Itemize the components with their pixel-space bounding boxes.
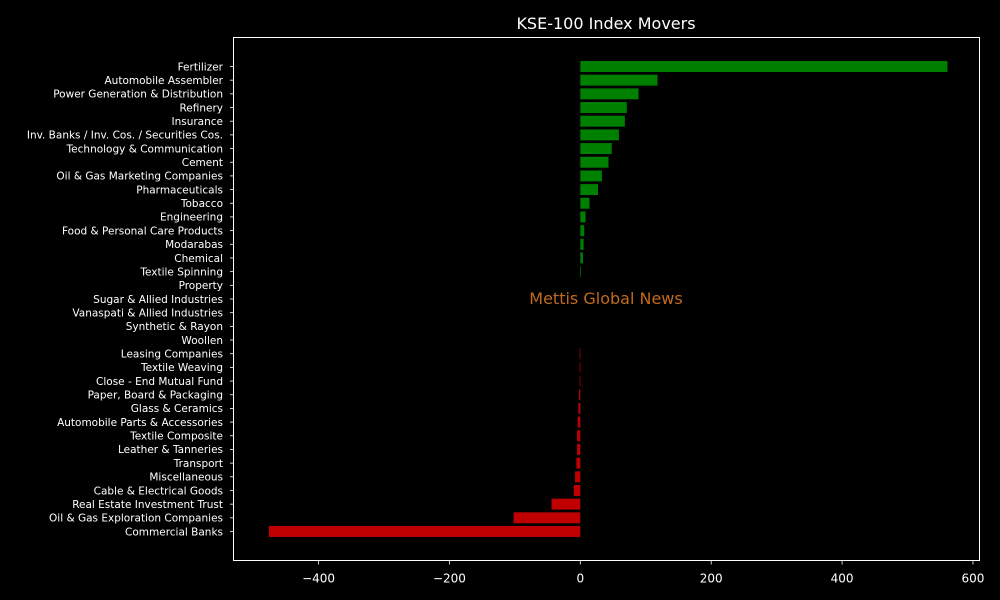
bar [580,184,598,196]
category-label: Vanaspati & Allied Industries [72,307,223,319]
category-label: Woollen [181,335,223,347]
category-label: Inv. Banks / Inv. Cos. / Securities Cos. [27,130,223,142]
bar [577,430,581,442]
bar [580,88,639,100]
category-label: Transport [173,458,223,470]
bar [580,170,602,182]
category-label: Chemical [174,253,223,265]
bar [580,225,585,237]
bar [580,129,619,141]
category-label: Leather & Tanneries [118,444,223,456]
bar [580,61,948,72]
category-label: Engineering [160,212,223,224]
bar [579,361,581,373]
bar [579,389,581,401]
x-tick-label: −400 [302,572,335,586]
bar [551,498,581,510]
category-label: Leasing Companies [121,349,223,361]
x-tick-label: 0 [577,572,585,586]
category-label: Tobacco [180,198,223,210]
category-label: Textile Spinning [139,266,223,278]
category-label: Automobile Assembler [105,75,224,87]
bar [580,74,658,86]
bar [577,416,581,428]
category-label: Property [179,280,223,292]
category-label: Technology & Communication [66,143,223,155]
bar [513,512,581,524]
x-tick-label: 600 [962,572,985,586]
category-label: Refinery [179,102,223,114]
bar [578,402,581,414]
category-label: Commercial Banks [125,526,223,538]
category-label: Paper, Board & Packaging [88,390,223,402]
x-tick-label: 200 [700,572,723,586]
bar [580,156,609,168]
category-label: Oil & Gas Marketing Companies [56,171,223,183]
category-label: Automobile Parts & Accessories [57,417,223,429]
x-tick-label: −200 [433,572,466,586]
bar [580,211,586,223]
category-label: Oil & Gas Exploration Companies [49,513,223,525]
category-label: Cement [182,157,223,169]
bar [580,238,584,250]
category-label: Close - End Mutual Fund [96,376,223,388]
category-label: Real Estate Investment Trust [72,499,223,511]
bar [579,375,581,387]
category-label: Miscellaneous [149,472,223,484]
category-label: Fertilizer [178,61,224,73]
bar [580,266,581,278]
category-label: Insurance [171,116,223,128]
bar [580,252,583,264]
bar [580,115,625,127]
bar [573,485,581,496]
category-labels: Fertilizer Automobile Assembler Power Gene… [27,61,224,538]
bar [580,197,590,209]
bar [268,526,581,537]
bars-group [268,61,948,537]
x-axis-ticks: −400 −200 0 200 400 600 [230,66,985,586]
category-label: Cable & Electrical Goods [94,485,223,497]
bar [577,443,581,455]
chart-title: KSE-100 Index Movers [516,14,695,33]
bar [579,348,581,360]
x-tick-label: 400 [831,572,854,586]
category-label: Textile Composite [129,431,223,443]
category-label: Power Generation & Distribution [53,89,223,101]
category-label: Sugar & Allied Industries [93,294,223,306]
bar [575,471,581,483]
category-label: Food & Personal Care Products [62,225,223,237]
bar [576,457,581,469]
bar [580,102,627,113]
bar [580,143,612,155]
category-label: Glass & Ceramics [131,403,223,415]
category-label: Synthetic & Rayon [126,321,223,333]
watermark: Mettis Global News [529,289,682,308]
category-label: Textile Weaving [140,362,223,374]
category-label: Modarabas [165,239,223,251]
category-label: Pharmaceuticals [136,184,223,196]
